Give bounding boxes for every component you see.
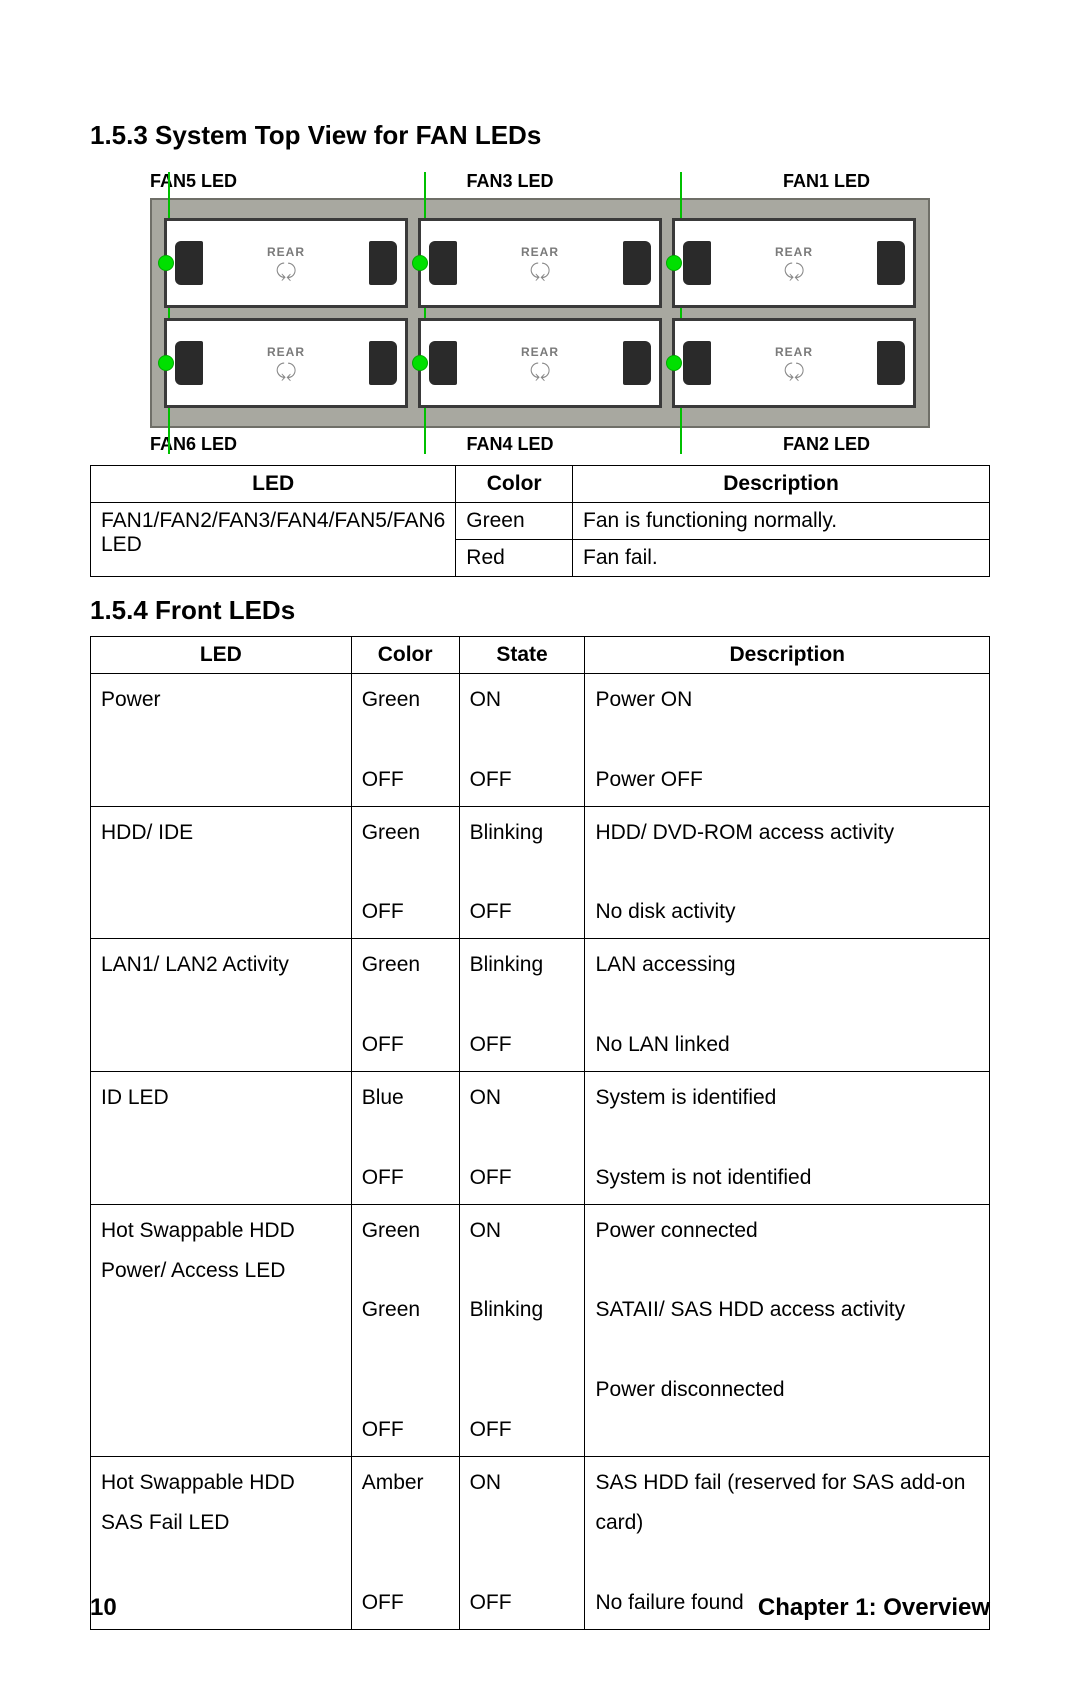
cell-led: HDD/ IDE <box>91 806 352 939</box>
table-row: ID LEDBlue OFFON OFFSystem is identified… <box>91 1072 990 1205</box>
cell-color: Green OFF <box>351 674 459 807</box>
cell-state: Blinking OFF <box>459 806 585 939</box>
fan-module: REAR⤹⤸ <box>164 218 408 308</box>
cell-state: Blinking OFF <box>459 939 585 1072</box>
page-number: 10 <box>90 1594 117 1622</box>
cell-state: ON Blinking OFF <box>459 1204 585 1456</box>
table-row: LAN1/ LAN2 ActivityGreen OFFBlinking OFF… <box>91 939 990 1072</box>
cell-color: Green OFF <box>351 806 459 939</box>
cell-color: Green OFF <box>351 939 459 1072</box>
section-1-5-4-title: 1.5.4 Front LEDs <box>90 595 990 626</box>
cell-desc: LAN accessing No LAN linked <box>585 939 990 1072</box>
th-desc: Description <box>573 466 990 503</box>
cell-desc: HDD/ DVD-ROM access activity No disk act… <box>585 806 990 939</box>
cell-color: Green Green OFF <box>351 1204 459 1456</box>
fan-module: REAR⤹⤸ <box>418 218 662 308</box>
fan4-led-label: FAN4 LED <box>390 434 630 455</box>
page-footer: 10 Chapter 1: Overview <box>90 1594 990 1622</box>
cell-color: Green <box>456 503 573 540</box>
cell-desc: Power connected SATAII/ SAS HDD access a… <box>585 1204 990 1456</box>
cell-desc: System is identified System is not ident… <box>585 1072 990 1205</box>
table-row: FAN1/FAN2/FAN3/FAN4/FAN5/FAN6 LED Green … <box>91 503 990 540</box>
th-state: State <box>459 637 585 674</box>
cell-desc: Fan is functioning normally. <box>573 503 990 540</box>
cell-state: ON OFF <box>459 674 585 807</box>
cell-led: ID LED <box>91 1072 352 1205</box>
fan6-led-label: FAN6 LED <box>150 434 390 455</box>
cell-led: Hot Swappable HDD Power/ Access LED <box>91 1204 352 1456</box>
fan-module: REAR⤹⤸ <box>672 318 916 408</box>
cell-color: Red <box>456 540 573 577</box>
fan2-led-label: FAN2 LED <box>630 434 930 455</box>
cell-state: ON OFF <box>459 1072 585 1205</box>
table-row: PowerGreen OFFON OFFPower ON Power OFF <box>91 674 990 807</box>
page: 1.5.3 System Top View for FAN LEDs FAN5 … <box>0 0 1080 1690</box>
fan-diagram: FAN5 LED FAN3 LED FAN1 LED REAR⤹⤸ REAR⤹⤸ <box>150 171 930 455</box>
th-color: Color <box>456 466 573 503</box>
top-fan-labels: FAN5 LED FAN3 LED FAN1 LED <box>150 171 930 192</box>
fan-module: REAR⤹⤸ <box>164 318 408 408</box>
fan1-led-label: FAN1 LED <box>630 171 930 192</box>
th-led: LED <box>91 637 352 674</box>
table-header-row: LED Color State Description <box>91 637 990 674</box>
bottom-fan-labels: FAN6 LED FAN4 LED FAN2 LED <box>150 434 930 455</box>
cell-led: Power <box>91 674 352 807</box>
cell-color: Blue OFF <box>351 1072 459 1205</box>
front-led-table: LED Color State Description PowerGreen O… <box>90 636 990 1630</box>
fan-led-table: LED Color Description FAN1/FAN2/FAN3/FAN… <box>90 465 990 577</box>
section-1-5-3-title: 1.5.3 System Top View for FAN LEDs <box>90 120 990 151</box>
cell-led: LAN1/ LAN2 Activity <box>91 939 352 1072</box>
cell-led: FAN1/FAN2/FAN3/FAN4/FAN5/FAN6 LED <box>91 503 456 577</box>
cell-desc: Fan fail. <box>573 540 990 577</box>
table-header-row: LED Color Description <box>91 466 990 503</box>
fan-image: REAR⤹⤸ REAR⤹⤸ REAR⤹⤸ <box>150 198 930 428</box>
fan3-led-label: FAN3 LED <box>390 171 630 192</box>
table-row: HDD/ IDEGreen OFFBlinking OFFHDD/ DVD-RO… <box>91 806 990 939</box>
fan-module: REAR⤹⤸ <box>418 318 662 408</box>
th-led: LED <box>91 466 456 503</box>
th-desc: Description <box>585 637 990 674</box>
table-row: Hot Swappable HDD Power/ Access LEDGreen… <box>91 1204 990 1456</box>
chapter-label: Chapter 1: Overview <box>758 1594 990 1622</box>
th-color: Color <box>351 637 459 674</box>
fan5-led-label: FAN5 LED <box>150 171 390 192</box>
fan-module: REAR⤹⤸ <box>672 218 916 308</box>
cell-desc: Power ON Power OFF <box>585 674 990 807</box>
